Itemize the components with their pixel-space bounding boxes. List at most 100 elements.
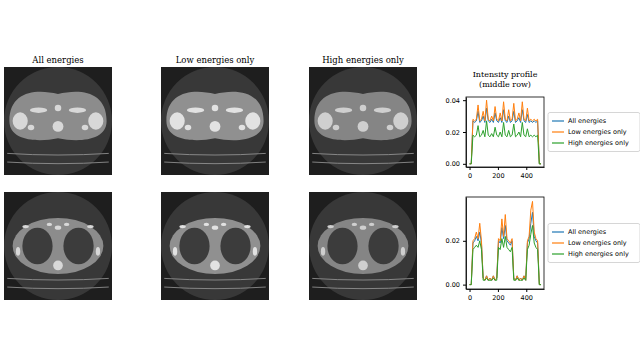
bone [28, 125, 34, 130]
bone [387, 125, 393, 130]
tick-label: 0.02 [446, 129, 460, 137]
tick-label: 0 [468, 172, 472, 180]
image-title: Low energies only [176, 55, 255, 65]
bone [374, 108, 391, 113]
table [164, 162, 266, 164]
field-of-view [161, 67, 269, 175]
legend-label: High energies only [568, 139, 629, 147]
legend: All energiesLow energies onlyHigh energi… [548, 113, 640, 152]
table [312, 287, 414, 289]
axis-line [466, 198, 467, 290]
line-chart: 0 200 400 0.00 0.02 All energies Low energies … [446, 197, 640, 302]
bone [64, 223, 69, 226]
ct-image [4, 192, 112, 300]
bone [360, 225, 366, 229]
legend-frame [548, 113, 640, 152]
bone [253, 247, 257, 256]
bone [212, 105, 218, 111]
plot-area [470, 100, 541, 164]
image-background [161, 67, 269, 175]
tick-mark [498, 289, 499, 292]
tick-label: 0.02 [446, 237, 460, 245]
tick-label: 200 [492, 294, 504, 302]
table [312, 162, 414, 164]
tick: 0.02 [446, 129, 466, 137]
field-of-view [309, 67, 417, 175]
y-axis: 0.00 0.02 [446, 198, 467, 290]
table [164, 153, 266, 155]
bone [392, 225, 398, 228]
x-axis: 0 200 400 [467, 167, 545, 180]
field-of-view [4, 67, 112, 175]
ct-image [161, 67, 269, 175]
legend-swatch [552, 231, 564, 232]
tick: 0.02 [446, 237, 466, 245]
tick: 200 [492, 289, 504, 302]
ct-image [161, 192, 269, 300]
body [166, 92, 263, 140]
ct-image [309, 67, 417, 175]
bone [53, 261, 63, 271]
tick-label: 400 [521, 294, 533, 302]
bone [212, 225, 218, 229]
bone [96, 247, 100, 256]
bone [221, 223, 226, 226]
bone [393, 112, 408, 129]
body [314, 92, 411, 140]
x-axis: 0 200 400 [467, 289, 545, 302]
bone [333, 125, 339, 130]
lung [368, 228, 398, 265]
bone [358, 121, 369, 132]
tick-mark [463, 100, 466, 101]
y-axis: 0.000.020.04 [446, 97, 467, 169]
table [164, 278, 266, 280]
legend-swatch [552, 253, 564, 254]
bone [210, 121, 221, 132]
body [170, 218, 261, 274]
axis-line [466, 98, 467, 168]
bone [204, 223, 209, 226]
series-line [470, 201, 541, 284]
table [164, 287, 266, 289]
tick: 0 [468, 289, 472, 302]
bone [187, 108, 204, 113]
tick-mark [463, 132, 466, 133]
tick-label: 0.00 [446, 160, 460, 168]
bone [335, 108, 352, 113]
legend-label: Low energies only [568, 239, 627, 247]
bone [244, 225, 250, 228]
bone [401, 247, 405, 256]
bone [239, 125, 245, 130]
bone [170, 112, 185, 129]
bone [179, 225, 185, 228]
tick-mark [498, 167, 499, 170]
bone [82, 125, 88, 130]
tick: 400 [521, 289, 533, 302]
bone [369, 223, 374, 226]
tick-mark [463, 164, 466, 165]
image-background [309, 67, 417, 175]
tick-label: 400 [521, 172, 533, 180]
image-background [309, 192, 417, 300]
tick: 0.00 [446, 281, 466, 289]
bone [53, 121, 64, 132]
legend-label: All energies [568, 117, 607, 125]
tick: 0.00 [446, 160, 466, 168]
table [312, 153, 414, 155]
bone [360, 105, 366, 111]
legend-label: All energies [568, 228, 607, 236]
image-background [4, 67, 112, 175]
tick-label: 0.00 [446, 281, 460, 289]
plot-frame [466, 197, 544, 289]
bone [358, 261, 368, 271]
image-background [161, 192, 269, 300]
legend: All energiesLow energies onlyHigh energi… [548, 224, 640, 263]
bone [185, 125, 191, 130]
bone [16, 247, 20, 256]
tick: 200 [492, 167, 504, 180]
body [13, 218, 104, 274]
bone [327, 225, 333, 228]
table [7, 153, 109, 155]
table [312, 278, 414, 280]
bone [226, 108, 243, 113]
